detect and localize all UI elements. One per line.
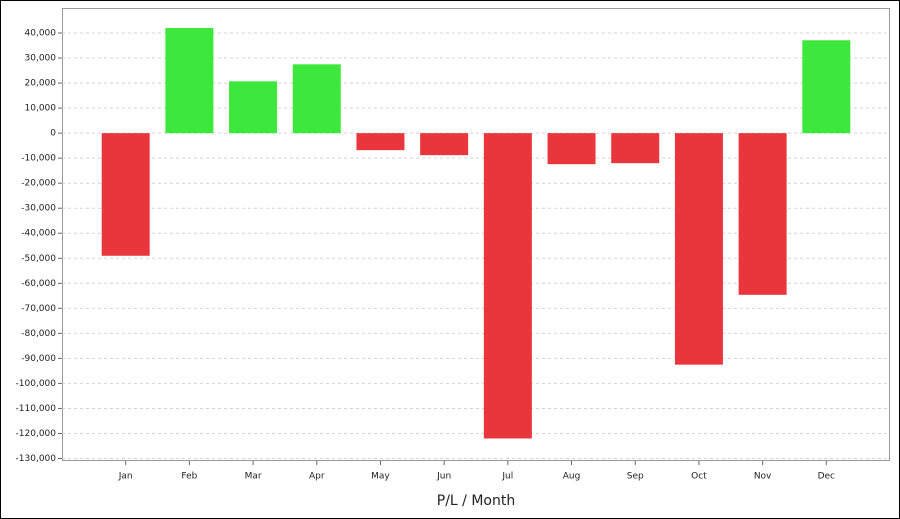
y-tick-label: -50,000 <box>21 254 56 264</box>
y-tick-label: -20,000 <box>21 179 56 189</box>
y-tick-label: -80,000 <box>21 329 56 339</box>
x-tick-label: Nov <box>754 472 772 482</box>
bar <box>547 133 596 165</box>
x-tick-label: Apr <box>309 472 325 482</box>
x-tick-label: Aug <box>563 472 581 482</box>
y-tick-label: -60,000 <box>21 279 56 289</box>
y-tick-label: -10,000 <box>21 154 56 164</box>
y-tick-label: -40,000 <box>21 229 56 239</box>
x-tick-label: Jul <box>501 472 513 482</box>
bar <box>292 64 341 134</box>
x-axis-label: P/L / Month <box>437 493 515 509</box>
bar <box>101 133 150 256</box>
y-tick-label: 20,000 <box>25 79 57 89</box>
x-tick-label: Sep <box>627 472 644 482</box>
x-tick-label: Dec <box>818 472 835 482</box>
y-tick-label: -130,000 <box>16 454 57 464</box>
x-tick-label: Oct <box>691 472 707 482</box>
y-tick-label: -30,000 <box>21 204 56 214</box>
y-tick-label: -70,000 <box>21 304 56 314</box>
y-tick-label: -110,000 <box>16 404 57 414</box>
bar <box>738 133 787 295</box>
bar <box>802 40 851 134</box>
bar <box>420 133 469 156</box>
y-tick-label: -100,000 <box>16 379 57 389</box>
y-tick-label: 0 <box>50 129 56 139</box>
y-tick-label: -90,000 <box>21 354 56 364</box>
bar <box>483 133 532 439</box>
y-tick-label: 30,000 <box>25 54 57 64</box>
x-tick-label: Mar <box>245 472 262 482</box>
bar <box>674 133 723 365</box>
y-tick-label: 10,000 <box>25 104 57 114</box>
y-tick-label: -120,000 <box>16 429 57 439</box>
x-tick-label: Jan <box>118 472 133 482</box>
y-tick-label: 40,000 <box>25 29 57 39</box>
x-tick-label: Jun <box>436 472 451 482</box>
bar <box>229 81 278 134</box>
bar <box>611 133 660 164</box>
bar <box>356 133 405 151</box>
x-tick-label: May <box>371 472 390 482</box>
bar <box>165 28 214 134</box>
x-tick-label: Feb <box>181 472 197 482</box>
